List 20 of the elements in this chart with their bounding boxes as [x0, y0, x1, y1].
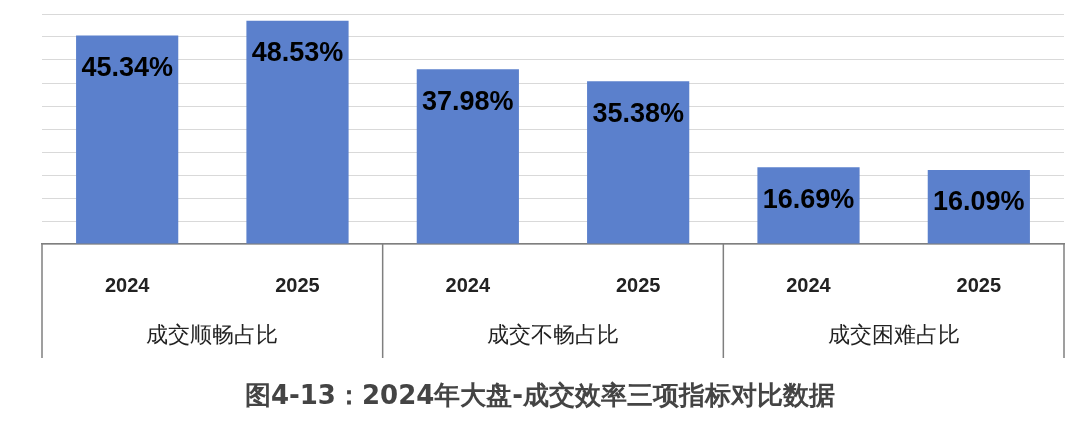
text: 成交顺畅占比 [146, 321, 279, 347]
bar [587, 81, 690, 244]
data-label: 16.09% [933, 186, 1025, 217]
x-tick-label: 2024 [786, 273, 832, 296]
bar [246, 20, 349, 244]
data-label: 45.34% [81, 51, 173, 82]
data-label: 35.38% [592, 97, 684, 128]
data-label: 16.69% [762, 183, 855, 214]
x-tick-label: 2024 [445, 273, 491, 296]
x-tick-label: 2025 [956, 273, 1002, 296]
bar [76, 35, 179, 244]
text: 图4-13：2024年大盘-成交效率三项指标对比数据 [243, 379, 837, 412]
text: 成交不畅占比 [487, 321, 619, 347]
x-tick-label: 2024 [104, 273, 151, 296]
x-tick-label: 2025 [275, 273, 320, 296]
data-label: 48.53% [251, 37, 344, 68]
text: 成交困难占比 [827, 321, 960, 347]
bar [416, 69, 519, 244]
data-label: 37.98% [422, 85, 514, 116]
x-tick-label: 2025 [615, 273, 661, 296]
